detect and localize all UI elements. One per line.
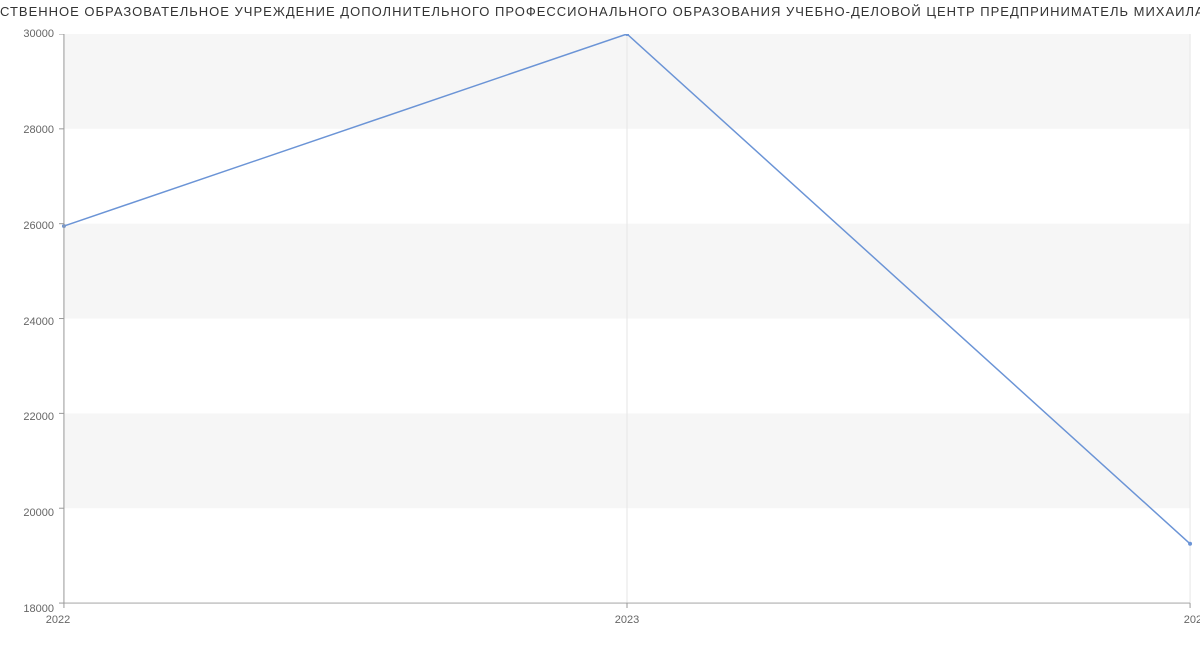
x-tick-label: 2023	[615, 614, 639, 626]
y-tick-label: 28000	[23, 124, 54, 136]
chart-svg	[58, 34, 1196, 609]
y-tick-label: 20000	[23, 507, 54, 519]
x-tick-label: 2022	[46, 614, 70, 626]
chart-title: СТВЕННОЕ ОБРАЗОВАТЕЛЬНОЕ УЧРЕЖДЕНИЕ ДОПО…	[0, 4, 1200, 19]
x-tick-label: 2024	[1184, 614, 1200, 626]
y-tick-label: 26000	[23, 220, 54, 232]
chart-plot-area	[58, 34, 1196, 609]
y-tick-label: 22000	[23, 411, 54, 423]
y-tick-label: 24000	[23, 316, 54, 328]
y-tick-label: 30000	[23, 28, 54, 40]
